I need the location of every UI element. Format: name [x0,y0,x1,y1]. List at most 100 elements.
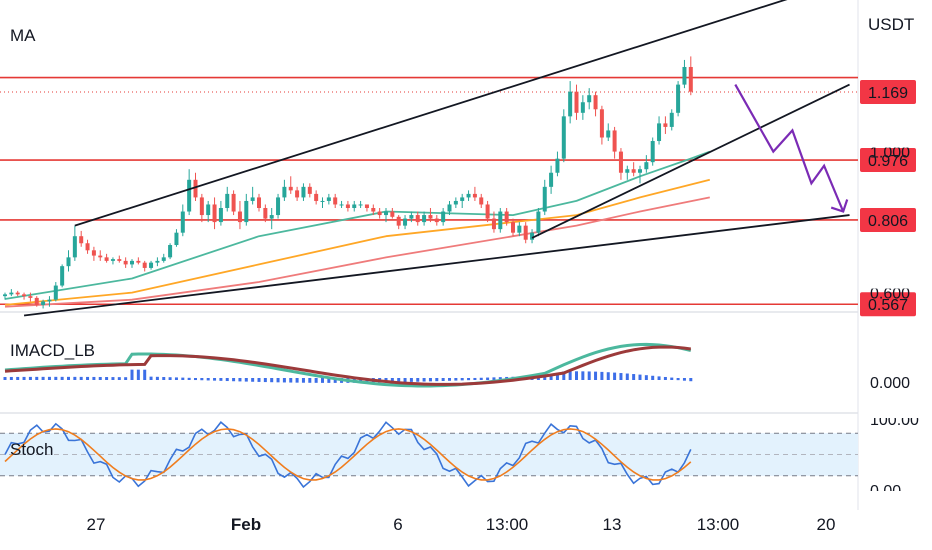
macd-histogram-bar [47,376,51,380]
candle-body [511,222,515,233]
macd-histogram-bar [619,373,623,380]
candle-body [358,204,363,206]
candle-body [568,91,573,117]
stoch-k-line [4,421,692,489]
macd-histogram-bar [136,369,140,380]
candle-body [676,84,681,113]
macd-histogram-bar [321,378,324,383]
candle-body [307,186,312,194]
candle-body [180,211,185,233]
candle-body [530,232,535,240]
stoch-pane-title: Stoch [10,440,53,459]
candle-body [650,141,655,163]
macd-histogram-bar [575,371,578,380]
candle-body [644,162,649,170]
candle-body [688,66,693,92]
macd-histogram-bar [670,377,674,380]
macd-histogram-bar [282,378,286,383]
candle-body [638,169,642,173]
price-level-badge [860,207,916,232]
macd-histogram-bar [244,378,248,382]
candle-body [536,211,541,233]
macd-histogram-bar [682,378,686,381]
macd-histogram-bar [314,378,318,383]
macd-histogram-bar [390,378,394,383]
macd-histogram-bar [441,378,445,381]
axis-label: 0.600 [870,286,910,303]
candle-body [91,250,96,256]
macd-histogram-bar [257,378,261,382]
macd-histogram-bar [663,376,667,380]
candle-body [28,296,33,298]
moving-averages [4,150,711,308]
candle-body [187,179,192,212]
macd-histogram-bar [613,372,617,380]
candle-body [130,260,134,265]
candle-body [371,208,376,212]
macd-histogram-bar [473,377,477,380]
price-level-badge [860,80,916,105]
macd-histogram-bar [67,376,70,380]
time-axis-label: 20 [817,515,836,534]
macd-histogram-bar [98,376,102,380]
macd-histogram-bar [676,378,680,381]
candle-body [333,197,338,205]
macd-histogram-bar [301,378,305,383]
moving-average-line [4,150,711,300]
candle-body [682,66,687,85]
candle-body [288,186,293,191]
candle-body [79,236,84,244]
macd-histogram-bar [35,376,39,380]
macd-histogram-bar [689,378,693,382]
macd-histogram-bar [543,375,547,380]
candle-body [193,179,198,198]
macd-histogram-bar [41,376,45,380]
candle-body [326,197,331,201]
moving-average-line [4,196,710,308]
macd-histogram-bar [187,377,191,380]
candle-body [295,190,300,198]
candle-body [517,225,522,233]
macd-pane: 0.000 [3,342,910,392]
macd-histogram-bar [162,377,166,380]
macd-histogram-bar [600,371,604,380]
price-level-label: 1.169 [868,85,908,102]
signal-line [4,345,692,386]
macd-histogram-bar [181,377,185,380]
macd-histogram-bar [562,371,566,380]
price-axis: 1.169 0.976 0.806 0.567 1.000 0.600 [859,80,932,317]
candle-body [34,297,39,305]
macd-histogram-bar [581,371,585,380]
macd-histogram-bar [92,376,96,380]
macd-histogram-bar [194,378,197,381]
macd-histogram-bar [3,377,7,380]
macd-histogram-bar [327,378,331,383]
macd-histogram-bar [587,371,591,380]
candle-body [123,260,128,265]
candle-body [618,151,623,173]
candle-body [231,193,236,212]
candle-body [574,91,579,113]
candle-body [587,95,592,103]
macd-histogram-bar [60,376,64,380]
macd-histogram-bar [232,378,236,382]
candle-body [136,260,141,263]
time-axis-label: Feb [231,515,261,534]
candle-body [117,259,122,261]
projection-arrow [734,84,849,213]
candle-body [504,211,509,223]
macd-histogram-bar [657,376,661,380]
candle-body [269,215,274,219]
macd-histogram-bar [308,378,312,383]
projection-arrowhead [830,199,849,213]
macd-histogram-bar [22,376,26,380]
macd-histogram-bar [454,378,458,381]
macd-histogram-bar [28,376,32,380]
candle-body [580,102,585,113]
macd-histogram-bar [206,378,210,381]
candle-body [244,200,249,223]
candle-body [549,172,554,187]
macd-histogram-bar [460,378,464,381]
candle-body [409,215,414,219]
macd-histogram-bar [492,377,496,380]
